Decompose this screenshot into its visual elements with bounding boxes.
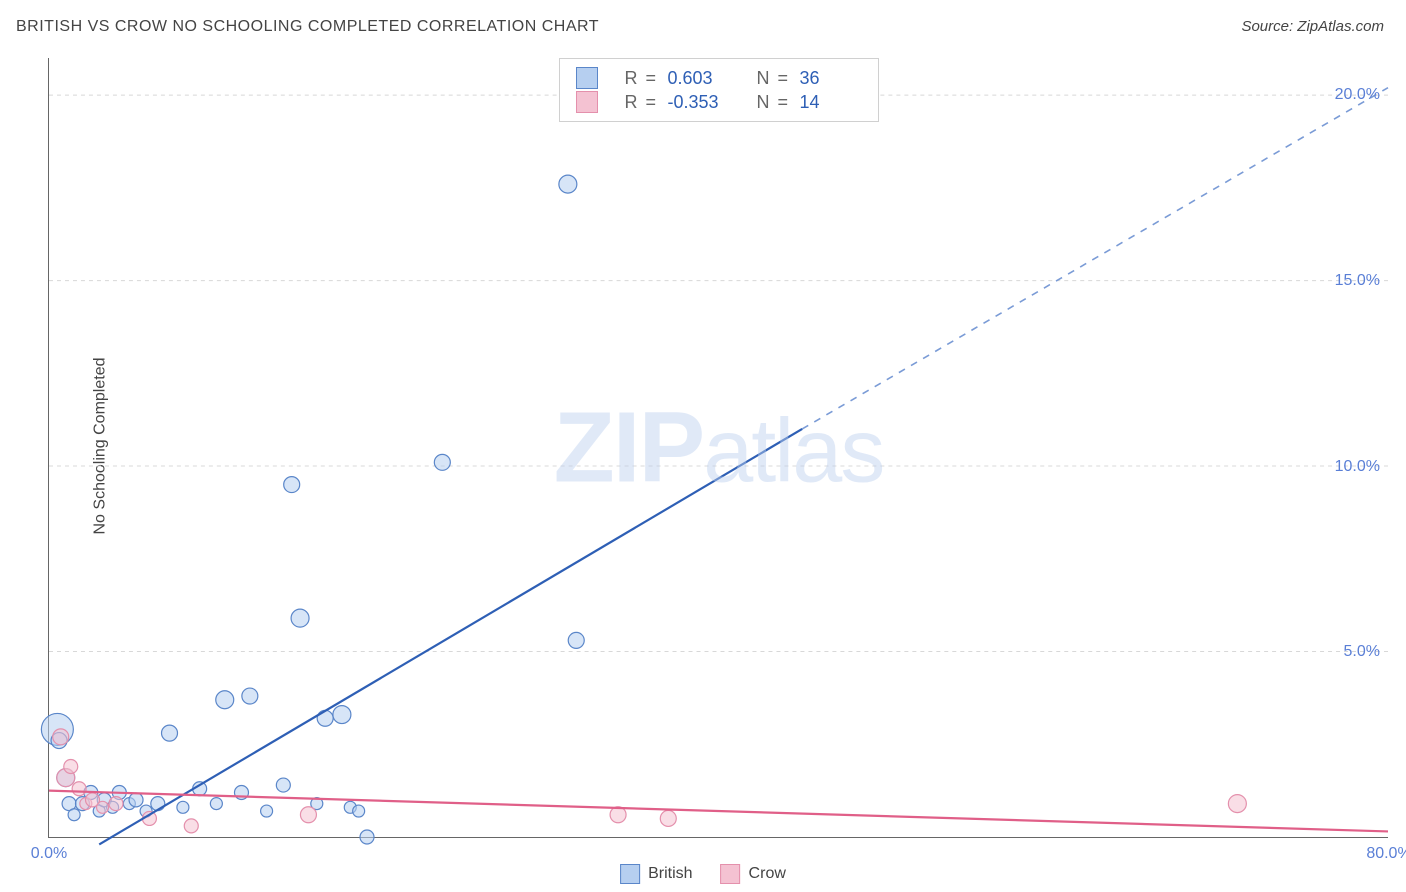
eq-sign: = bbox=[646, 92, 660, 113]
legend-label-british: British bbox=[648, 865, 692, 883]
r-value-crow: -0.353 bbox=[668, 92, 730, 113]
correlation-legend: R = 0.603 N = 36 R = -0.353 N = 14 bbox=[559, 58, 879, 122]
y-tick: 5.0% bbox=[1344, 643, 1380, 661]
eq-sign: = bbox=[646, 68, 660, 89]
r-label: R bbox=[606, 68, 638, 89]
series-legend: British Crow bbox=[620, 864, 786, 884]
chart-title: BRITISH VS CROW NO SCHOOLING COMPLETED C… bbox=[16, 18, 599, 36]
legend-label-crow: Crow bbox=[749, 865, 786, 883]
legend-row-crow: R = -0.353 N = 14 bbox=[576, 91, 862, 113]
eq-sign: = bbox=[778, 68, 792, 89]
eq-sign: = bbox=[778, 92, 792, 113]
swatch-british bbox=[620, 864, 640, 884]
chart-container: BRITISH VS CROW NO SCHOOLING COMPLETED C… bbox=[0, 0, 1406, 892]
n-label: N bbox=[738, 68, 770, 89]
plot-area: ZIPatlas R = 0.603 N = 36 R = -0.353 N =… bbox=[48, 58, 1388, 838]
r-label: R bbox=[606, 92, 638, 113]
scatter-svg bbox=[49, 58, 1388, 837]
y-tick: 10.0% bbox=[1335, 458, 1380, 476]
y-tick: 20.0% bbox=[1335, 86, 1380, 104]
x-tick: 0.0% bbox=[31, 845, 67, 863]
legend-item-british: British bbox=[620, 864, 692, 884]
n-label: N bbox=[738, 92, 770, 113]
x-tick: 80.0% bbox=[1366, 845, 1406, 863]
legend-row-british: R = 0.603 N = 36 bbox=[576, 67, 862, 89]
y-tick: 15.0% bbox=[1335, 272, 1380, 290]
n-value-crow: 14 bbox=[800, 92, 862, 113]
swatch-british bbox=[576, 67, 598, 89]
source-attribution: Source: ZipAtlas.com bbox=[1241, 18, 1384, 35]
n-value-british: 36 bbox=[800, 68, 862, 89]
swatch-crow bbox=[576, 91, 598, 113]
swatch-crow bbox=[721, 864, 741, 884]
r-value-british: 0.603 bbox=[668, 68, 730, 89]
legend-item-crow: Crow bbox=[721, 864, 786, 884]
